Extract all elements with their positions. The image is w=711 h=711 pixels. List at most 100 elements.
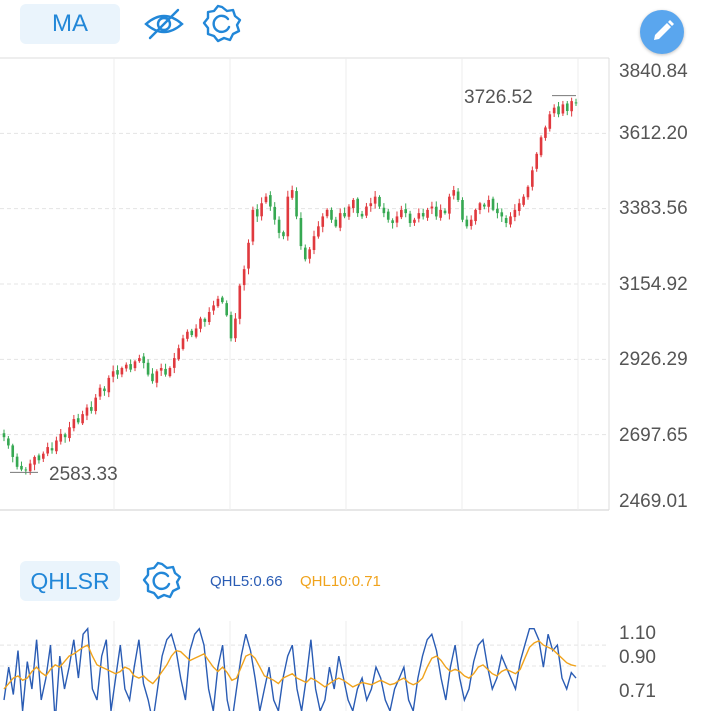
candle-body xyxy=(207,311,211,323)
candle-body xyxy=(28,463,32,472)
candle-body xyxy=(212,305,215,311)
candle-body xyxy=(386,211,390,220)
y-tick-label: 2469.01 xyxy=(619,491,688,512)
ma-label: MA xyxy=(52,10,88,37)
candle-body xyxy=(469,219,473,227)
candle-body xyxy=(378,196,381,207)
candle-body xyxy=(565,103,569,111)
candle-body xyxy=(430,206,434,209)
candle-body xyxy=(303,247,307,260)
gear-icon[interactable] xyxy=(202,4,242,44)
candle-body xyxy=(570,101,573,112)
candle-body xyxy=(491,198,495,210)
min-price-label: 2583.33 xyxy=(49,464,118,485)
candle-body xyxy=(391,220,394,224)
candle-body xyxy=(129,364,132,370)
candle-body xyxy=(37,455,41,461)
candle-body xyxy=(352,199,355,209)
candle-body xyxy=(151,373,154,382)
candle-body xyxy=(338,213,342,228)
candle-body xyxy=(356,198,359,214)
candle-body xyxy=(55,440,58,452)
candle-body xyxy=(2,433,6,438)
candle-body xyxy=(456,191,460,200)
candle-body xyxy=(11,445,15,457)
candle-body xyxy=(421,213,425,217)
eye-slash-icon[interactable] xyxy=(142,6,186,42)
candle-body xyxy=(50,448,54,451)
candle-body xyxy=(434,206,438,217)
candle-body xyxy=(242,269,246,286)
candle-body xyxy=(76,418,80,423)
candle-body xyxy=(103,388,106,392)
candle-body xyxy=(81,414,84,424)
qhl10-line xyxy=(3,639,577,690)
candle-body xyxy=(531,170,534,187)
candle-body xyxy=(229,314,233,339)
qhl5-line xyxy=(3,626,577,711)
candle-body xyxy=(308,249,311,259)
candle-body xyxy=(443,210,447,214)
candle-body xyxy=(539,137,543,156)
y-tick-label: 3383.56 xyxy=(619,198,688,219)
candle-body xyxy=(181,338,185,349)
candle-body xyxy=(574,102,578,104)
candle-body xyxy=(94,397,98,412)
candle-body xyxy=(286,196,290,237)
candle-body xyxy=(347,206,351,217)
candle-body xyxy=(557,106,560,115)
candle-body xyxy=(439,209,442,218)
indicator-chart[interactable] xyxy=(0,611,711,711)
candle-body xyxy=(107,377,111,393)
candle-body xyxy=(225,303,228,316)
candle-body xyxy=(41,453,45,459)
candle-body xyxy=(159,367,163,371)
candle-body xyxy=(373,196,377,204)
candle-body xyxy=(522,196,525,205)
candle-body xyxy=(552,107,556,114)
candle-body xyxy=(33,456,36,465)
candle-body xyxy=(452,190,456,196)
y-tick-label: 3840.84 xyxy=(619,61,688,82)
candle-body xyxy=(408,213,412,224)
candle-body xyxy=(395,216,399,223)
candle-body xyxy=(413,219,416,223)
candle-body xyxy=(20,465,23,470)
candle-body xyxy=(98,387,102,397)
candle-body xyxy=(85,407,89,416)
candle-body xyxy=(155,371,159,383)
candle-body xyxy=(404,209,408,214)
candle-body xyxy=(544,127,547,138)
candle-body xyxy=(295,191,298,217)
candle-body xyxy=(426,209,429,218)
candle-body xyxy=(417,213,421,219)
ma-button[interactable]: MA xyxy=(20,4,120,44)
candle-body xyxy=(116,370,119,375)
candle-body xyxy=(343,212,346,217)
candle-body xyxy=(277,219,281,233)
candle-body xyxy=(325,209,329,217)
candle-body xyxy=(194,328,198,337)
qhlsr-button[interactable]: QHLSR xyxy=(20,561,120,601)
indicator-y-tick: 0.90 xyxy=(619,647,656,668)
candle-body xyxy=(513,209,517,218)
indicator-y-tick: 0.71 xyxy=(619,681,656,702)
candle-body xyxy=(203,318,207,322)
candle-body xyxy=(360,213,364,217)
candle-body xyxy=(24,469,28,471)
candle-body xyxy=(133,361,137,369)
candle-body xyxy=(234,318,237,339)
candle-body xyxy=(535,153,539,169)
edit-button[interactable] xyxy=(640,10,684,54)
candle-body xyxy=(290,190,294,198)
candle-body xyxy=(111,371,115,377)
candle-body xyxy=(461,200,464,220)
candle-body xyxy=(124,364,128,369)
candle-body xyxy=(238,285,242,319)
candle-body xyxy=(260,203,263,217)
candle-body xyxy=(500,212,504,217)
candle-body xyxy=(216,298,220,307)
gear-icon[interactable] xyxy=(142,561,182,601)
candle-body xyxy=(526,186,530,198)
price-chart[interactable] xyxy=(0,0,711,520)
